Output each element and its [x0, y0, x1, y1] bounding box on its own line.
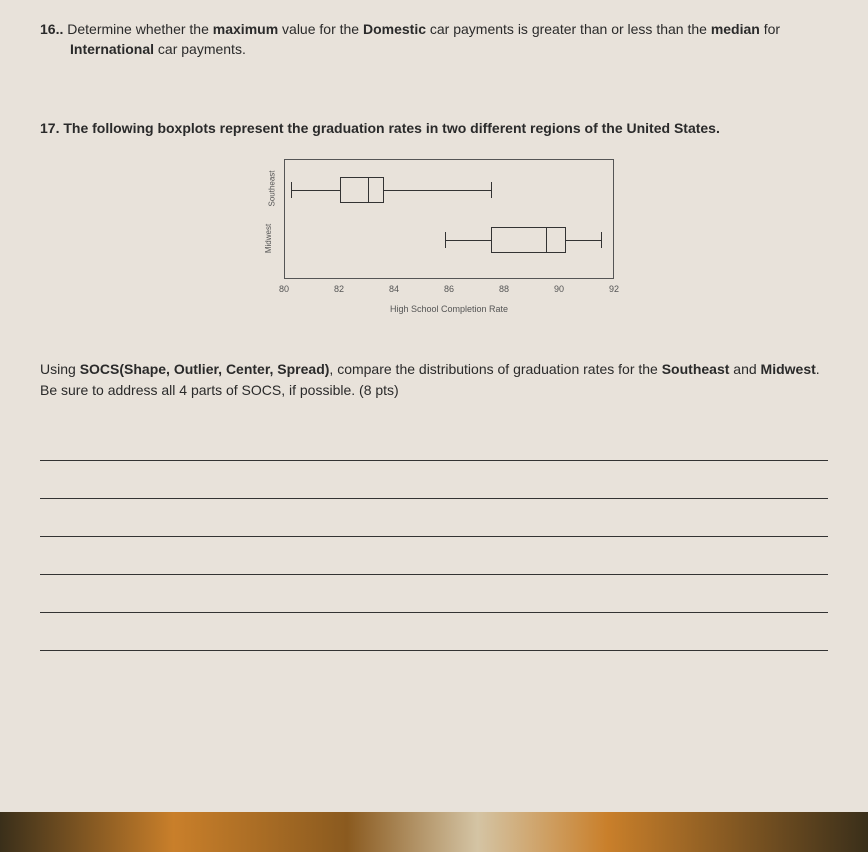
q16-t1: Determine whether the [67, 21, 213, 37]
q16-t3: car payments is greater than or less tha… [426, 21, 711, 37]
x-tick: 90 [554, 284, 564, 294]
inst-t2: , compare the distributions of graduatio… [329, 361, 661, 377]
x-axis-title: High School Completion Rate [284, 304, 614, 314]
answer-line [40, 545, 828, 575]
answer-line [40, 621, 828, 651]
x-tick: 88 [499, 284, 509, 294]
x-tick: 86 [444, 284, 454, 294]
footer-decoration [0, 812, 868, 852]
inst-b2: Southeast [662, 361, 730, 377]
q16-b4: International [70, 41, 154, 57]
inst-b1: SOCS(Shape, Outlier, Center, Spread) [80, 361, 330, 377]
inst-t3: and [729, 361, 760, 377]
q16-b1: maximum [213, 21, 278, 37]
q16-t2: value for the [278, 21, 363, 37]
answer-line [40, 583, 828, 613]
inst-t1: Using [40, 361, 80, 377]
x-tick: 80 [279, 284, 289, 294]
boxplot-chart: Southeast Midwest 80 82 84 86 88 90 92 High Sc… [234, 159, 634, 329]
y-label-southeast: Southeast [268, 170, 277, 206]
answer-line [40, 507, 828, 537]
q16-t5: car payments. [154, 41, 246, 57]
q17-intro-text: The following boxplots represent the gra… [63, 120, 720, 136]
q17-instructions: Using SOCS(Shape, Outlier, Center, Sprea… [40, 359, 828, 401]
plot-area [284, 159, 614, 279]
answer-line [40, 431, 828, 461]
midwest-boxplot [285, 227, 615, 253]
southeast-boxplot [285, 177, 615, 203]
x-tick: 92 [609, 284, 619, 294]
q16-t4: for [760, 21, 780, 37]
inst-b3: Midwest [761, 361, 816, 377]
q16-text: Determine whether the maximum value for … [67, 21, 780, 57]
answer-lines [40, 431, 828, 651]
answer-line [40, 469, 828, 499]
q16-b3: median [711, 21, 760, 37]
q16-number: 16.. [40, 21, 63, 37]
x-tick: 82 [334, 284, 344, 294]
q16-b2: Domestic [363, 21, 426, 37]
y-label-midwest: Midwest [264, 224, 273, 253]
q17-number: 17. [40, 120, 59, 136]
x-tick: 84 [389, 284, 399, 294]
